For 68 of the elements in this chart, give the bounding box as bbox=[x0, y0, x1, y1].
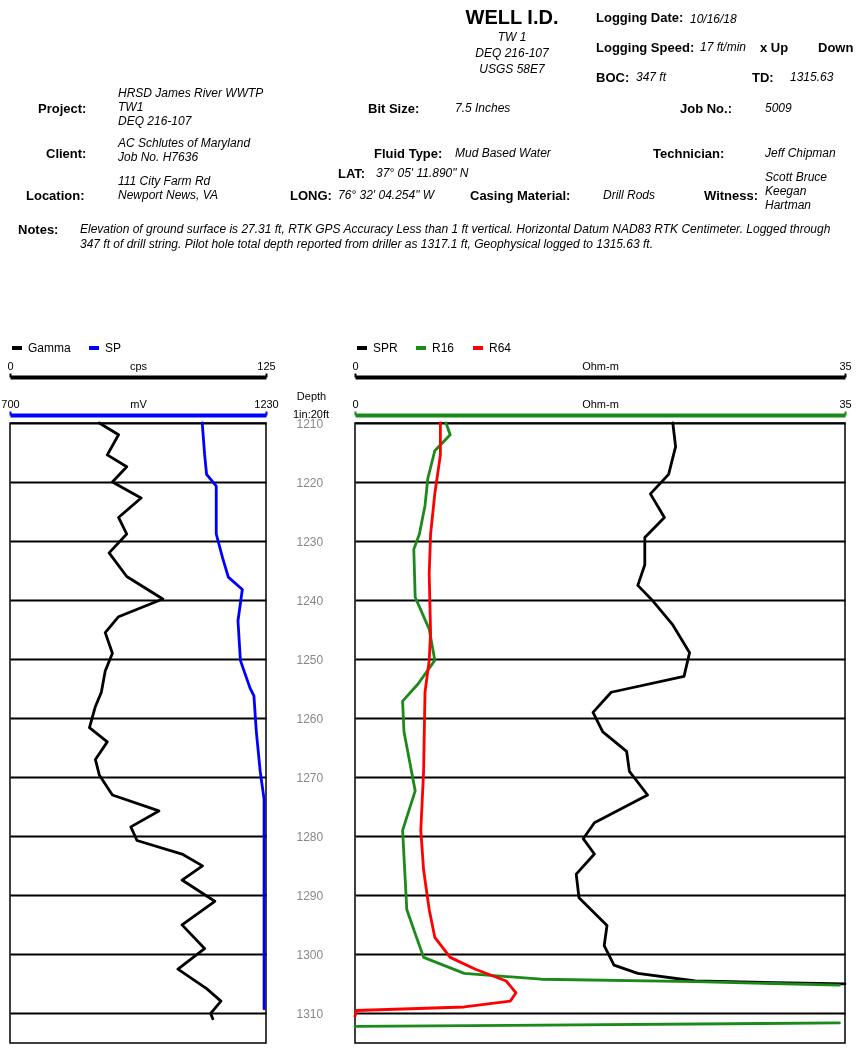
y-tick-label: 1230 bbox=[296, 534, 324, 549]
y-tick-label: 1300 bbox=[296, 947, 324, 962]
text: 10/16/18 bbox=[690, 12, 737, 26]
text: Bit Size: bbox=[368, 101, 420, 116]
y-tick-label: 1270 bbox=[296, 770, 324, 785]
text: 76° 32' 04.254" W bbox=[338, 188, 435, 202]
text: 1in:20ft bbox=[292, 408, 330, 420]
text: 37° 05' 11.890" N bbox=[376, 166, 469, 180]
text: Job No.: bbox=[680, 101, 732, 116]
text: TW 1 bbox=[497, 30, 527, 44]
text: TW1 bbox=[118, 100, 144, 114]
text: 5009 bbox=[765, 101, 792, 115]
legend-label: SP bbox=[105, 341, 122, 355]
y-axis-title: Depth bbox=[296, 389, 327, 402]
text: AC Schlutes of Maryland bbox=[118, 136, 251, 150]
x-axis-title: cps bbox=[129, 359, 148, 372]
text: DEQ 216-107 bbox=[118, 114, 192, 128]
y-tick-label: 1220 bbox=[296, 475, 324, 490]
text: Drill Rods bbox=[603, 188, 656, 202]
text: Scott Bruce bbox=[765, 170, 828, 184]
y-tick-label: 1260 bbox=[296, 711, 324, 726]
text: LONG: bbox=[290, 188, 332, 203]
text: Casing Material: bbox=[470, 188, 571, 203]
text: 7.5 Inches bbox=[455, 101, 511, 115]
text: Mud Based Water bbox=[455, 146, 551, 160]
text: LAT: bbox=[338, 166, 366, 181]
text: Notes: bbox=[18, 222, 59, 237]
text: BOC: bbox=[596, 70, 630, 85]
text: Down bbox=[818, 40, 854, 55]
x2-axis-title: Ohm-m bbox=[582, 397, 619, 410]
text: Keegan bbox=[765, 184, 807, 198]
legend-label: Gamma bbox=[28, 341, 71, 355]
y-tick-label: 1290 bbox=[296, 888, 324, 903]
y-tick-label: 1310 bbox=[296, 1006, 324, 1021]
y-tick-label: 1250 bbox=[296, 652, 324, 667]
text: HRSD James River WWTP bbox=[118, 86, 264, 100]
text: 17 ft/min bbox=[700, 40, 747, 54]
x-axis-title: Ohm-m bbox=[582, 359, 619, 372]
text: Jeff Chipman bbox=[765, 146, 836, 160]
text: Elevation of ground surface is 27.31 ft, RTK GPS Accuracy Less than 1 ft vertical. Horizontal Datum NAD83 RTK Centimeter. Logged through 347 ft of drill string. Pilot hole total depth reported from driller as 1317.1 ft, Geophysical logged to 1315.63 ft. bbox=[80, 222, 832, 252]
text: Fluid Type: bbox=[374, 146, 443, 161]
text: Logging Date: bbox=[596, 10, 684, 25]
text: TD: bbox=[752, 70, 774, 85]
text: Hartman bbox=[765, 198, 812, 212]
y-tick-label: 1240 bbox=[296, 593, 324, 608]
text: 1315.63 bbox=[790, 70, 834, 84]
text: Logging Speed: bbox=[596, 40, 695, 55]
text: WELL I.D. bbox=[465, 6, 559, 29]
text: 111 City Farm Rd bbox=[118, 174, 211, 188]
x2-tick-label: 1230 bbox=[254, 397, 279, 410]
text: Job No. H7636 bbox=[118, 150, 199, 164]
legend-label: R64 bbox=[489, 341, 512, 355]
text: Technician: bbox=[653, 146, 725, 161]
text: DEQ 216-107 bbox=[475, 46, 549, 60]
text: Client: bbox=[46, 146, 87, 161]
text: Witness: bbox=[704, 188, 759, 203]
text: Location: bbox=[26, 188, 85, 203]
text: 347 ft bbox=[636, 70, 667, 84]
text: USGS 58E7 bbox=[479, 62, 545, 76]
text: Newport News, VA bbox=[118, 188, 219, 202]
y-tick-label: 1280 bbox=[296, 829, 324, 844]
x2-axis-title: mV bbox=[130, 397, 148, 410]
text: Project: bbox=[38, 101, 87, 116]
x2-tick-label: 700 bbox=[1, 397, 20, 410]
text: x Up bbox=[760, 40, 789, 55]
x-tick-label: 125 bbox=[257, 359, 276, 372]
legend-label: R16 bbox=[432, 341, 455, 355]
legend-label: SPR bbox=[373, 341, 399, 355]
